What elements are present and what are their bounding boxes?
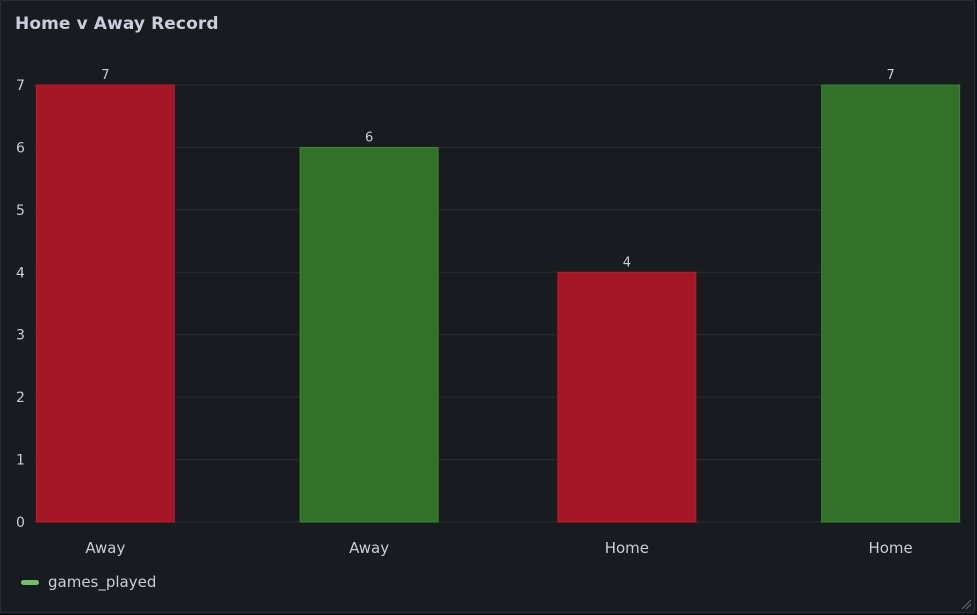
value-labels: 7 6 4 7 [101, 68, 895, 270]
bar-home-4[interactable] [821, 84, 961, 523]
grid-lines [34, 84, 961, 523]
legend-label: games_played [48, 573, 157, 591]
y-tick-label: 0 [16, 515, 25, 531]
legend-item-games-played[interactable]: games_played [21, 573, 156, 591]
y-tick-label: 3 [16, 328, 25, 344]
bar-away-2[interactable] [299, 146, 439, 523]
bar-value-label: 7 [886, 68, 894, 83]
x-tick-label: Home [605, 539, 649, 557]
x-tick-label: Away [85, 539, 125, 557]
y-tick-label: 5 [16, 203, 25, 219]
y-tick-label: 2 [16, 390, 25, 406]
y-tick-label: 4 [16, 265, 25, 281]
bars [35, 84, 961, 523]
bar-home-3[interactable] [557, 271, 697, 523]
bar-value-label: 7 [101, 68, 109, 83]
bar-away-1[interactable] [35, 84, 175, 523]
resize-handle-icon[interactable] [961, 599, 971, 609]
bar-value-label: 6 [365, 130, 373, 145]
y-tick-label: 1 [16, 453, 25, 469]
x-tick-label: Away [349, 539, 389, 557]
legend-swatch [21, 579, 39, 585]
x-axis-ticks: Away Away Home Home [85, 539, 912, 557]
y-axis-ticks: 0 1 2 3 4 5 6 7 [16, 78, 25, 531]
y-tick-label: 7 [16, 78, 25, 94]
x-tick-label: Home [868, 539, 912, 557]
bar-value-label: 4 [623, 255, 631, 270]
panel-title: Home v Away Record [15, 14, 219, 34]
y-tick-label: 6 [16, 140, 25, 156]
